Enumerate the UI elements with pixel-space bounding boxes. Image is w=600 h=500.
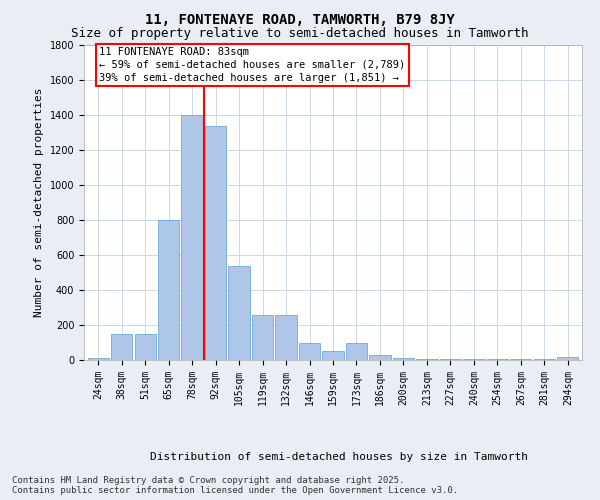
Text: 11 FONTENAYE ROAD: 83sqm
← 59% of semi-detached houses are smaller (2,789)
39% o: 11 FONTENAYE ROAD: 83sqm ← 59% of semi-d… [99, 47, 406, 83]
Bar [511, 359, 532, 360]
Bar [346, 342, 367, 360]
Bar [299, 342, 320, 360]
Text: Size of property relative to semi-detached houses in Tamworth: Size of property relative to semi-detach… [71, 28, 529, 40]
Bar [111, 334, 132, 360]
Text: Contains HM Land Registry data © Crown copyright and database right 2025.
Contai: Contains HM Land Registry data © Crown c… [12, 476, 458, 495]
Text: 11, FONTENAYE ROAD, TAMWORTH, B79 8JY: 11, FONTENAYE ROAD, TAMWORTH, B79 8JY [145, 12, 455, 26]
Bar [440, 359, 461, 360]
Bar [205, 126, 226, 360]
Bar [534, 359, 555, 360]
Bar [88, 358, 109, 360]
Bar [229, 266, 250, 360]
Y-axis label: Number of semi-detached properties: Number of semi-detached properties [34, 88, 44, 318]
Bar [557, 356, 578, 360]
Bar [416, 359, 437, 360]
Bar [370, 355, 391, 360]
Bar [275, 314, 296, 360]
Text: Distribution of semi-detached houses by size in Tamworth: Distribution of semi-detached houses by … [150, 452, 528, 462]
Bar [487, 359, 508, 360]
Bar [252, 314, 273, 360]
Bar [463, 359, 485, 360]
Bar [393, 358, 414, 360]
Bar [181, 115, 203, 360]
Bar [322, 351, 344, 360]
Bar [158, 220, 179, 360]
Bar [134, 334, 155, 360]
